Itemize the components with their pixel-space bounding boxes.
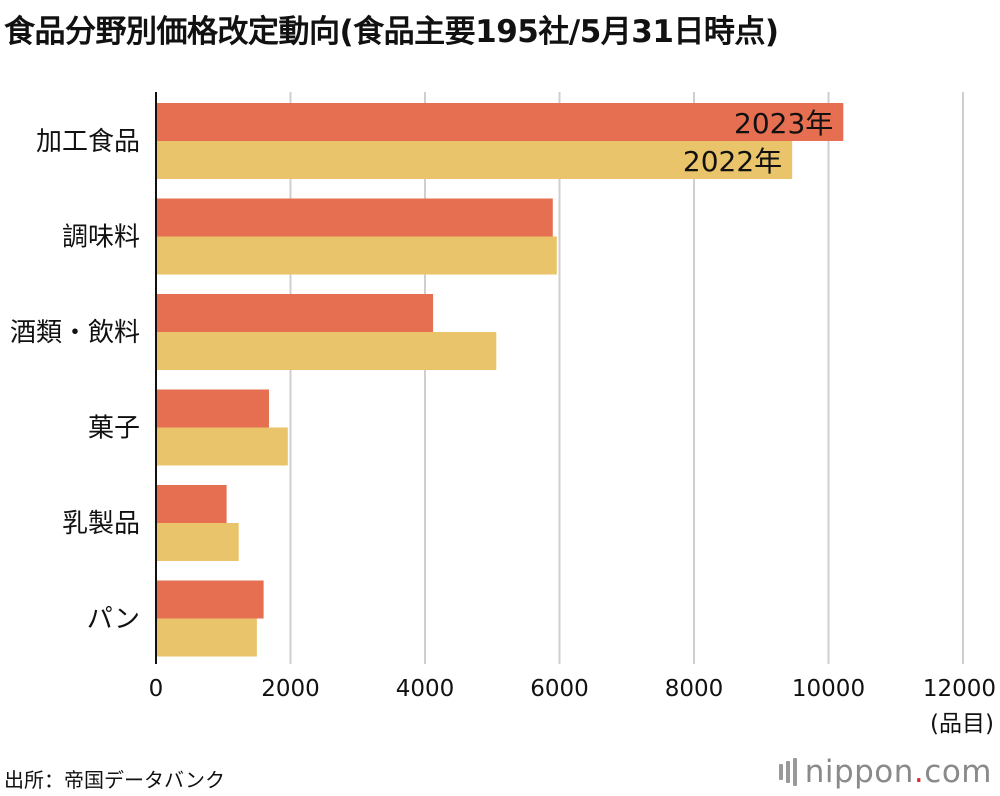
bar-2023 [156, 389, 269, 428]
logo-text-post: com [924, 754, 992, 790]
category-label: 調味料 [62, 223, 140, 253]
bar-2022 [156, 523, 239, 561]
x-tick-label: 12000 [923, 676, 996, 702]
bar-2022 [156, 332, 497, 370]
x-tick-label: 6000 [530, 676, 589, 702]
bar-2023 [156, 580, 264, 619]
legend-label-2023: 2023年 [734, 107, 833, 140]
x-tick-label: 8000 [665, 676, 724, 702]
inline-legend: 2023年 2022年 [683, 107, 833, 178]
chart-title: 食品分野別価格改定動向(食品主要195社/5月31日時点) [4, 14, 779, 50]
category-label: 菓子 [88, 414, 140, 444]
x-tick-label: 2000 [261, 676, 320, 702]
x-tick-labels: 0 2000 4000 6000 8000 10000 12000 [149, 676, 996, 702]
bar-2023 [156, 485, 227, 523]
source-note: 出所：帝国データバンク [4, 768, 225, 792]
logo-mark-icon [778, 758, 797, 786]
gridlines [289, 92, 964, 664]
logo-text-dot: . [913, 754, 925, 790]
bar-2023 [156, 294, 434, 332]
bar-2022 [156, 141, 793, 179]
nippon-logo: nippon. com [778, 754, 992, 790]
bar-2023 [156, 198, 553, 237]
category-label: 乳製品 [62, 509, 140, 539]
bar-2023 [156, 103, 844, 141]
x-tick-label: 10000 [792, 676, 865, 702]
logo-text-pre: nippon [804, 754, 914, 790]
category-label: 加工食品 [36, 127, 140, 157]
x-tick-label: 0 [149, 676, 164, 702]
bar-2022 [156, 618, 257, 657]
legend-label-2022: 2022年 [683, 145, 782, 178]
bars [156, 103, 844, 657]
bar-2022 [156, 427, 288, 466]
unit-label: (品目) [930, 711, 994, 737]
category-label: 酒類・飲料 [10, 318, 140, 348]
bar-2022 [156, 236, 557, 275]
category-label: パン [87, 605, 140, 635]
x-tick-label: 4000 [396, 676, 455, 702]
